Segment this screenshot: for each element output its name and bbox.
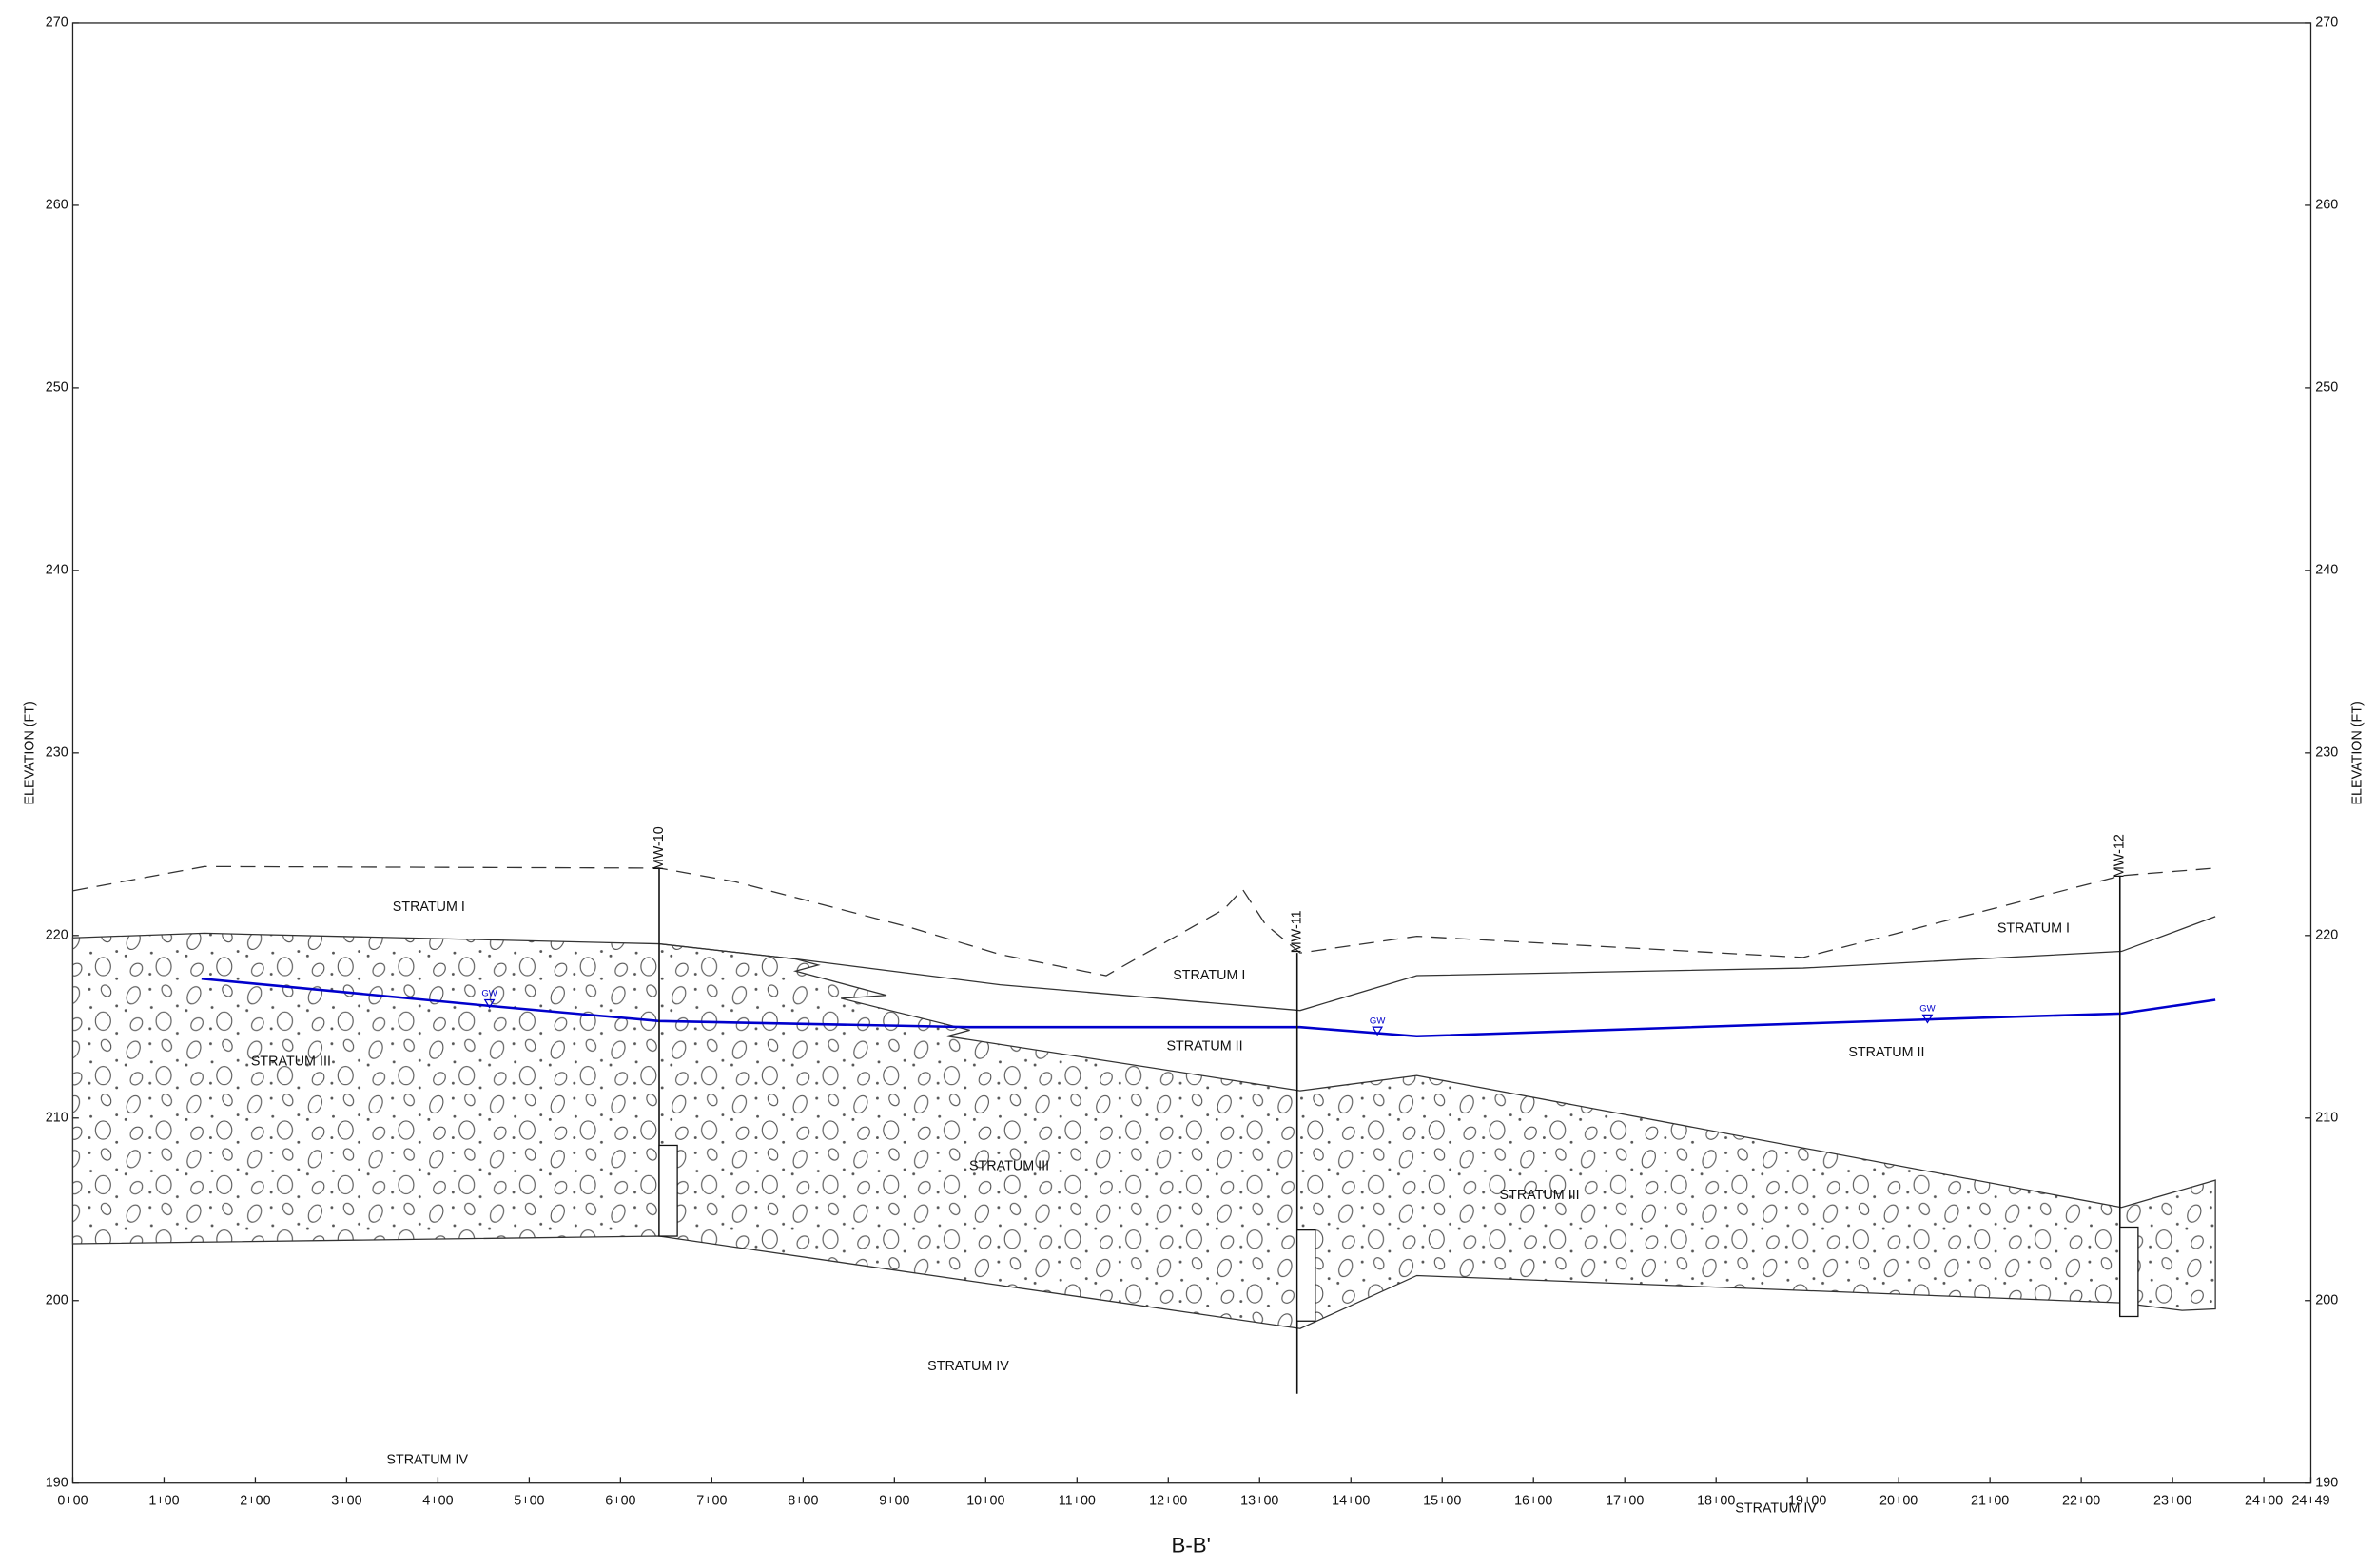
x-tick-label: 7+00: [696, 1494, 727, 1509]
well-screen: [1297, 1230, 1315, 1322]
x-tick-label: 17+00: [1606, 1494, 1644, 1509]
y-tick-label: 240: [46, 563, 68, 578]
gw-label: GW: [1370, 1016, 1385, 1026]
y-tick-label: 210: [46, 1111, 68, 1126]
gw-label: GW: [1919, 1004, 1935, 1015]
stratum-i-bottom: [659, 917, 2215, 1011]
x-tick-label: 23+00: [2153, 1494, 2191, 1509]
well-label: MW-10: [652, 826, 667, 870]
stratum-label: STRATUM III: [1500, 1188, 1580, 1203]
y-tick-label: 220: [2315, 928, 2338, 943]
stratum-label: STRATUM III: [251, 1055, 331, 1070]
y-tick-label: 230: [46, 745, 68, 761]
stratum-label: STRATUM IV: [927, 1359, 1009, 1374]
well-screen: [2120, 1227, 2138, 1316]
x-tick-label: 2+00: [240, 1494, 270, 1509]
stratum-label: STRATUM IV: [1735, 1501, 1817, 1517]
x-tick-label: 4+00: [422, 1494, 453, 1509]
axis-title: ELEVATION (FT): [23, 701, 38, 804]
y-tick-label: 270: [46, 15, 68, 30]
x-tick-label: 11+00: [1059, 1494, 1096, 1509]
y-tick-label: 260: [46, 198, 68, 213]
stratum-label: STRATUM II: [1848, 1045, 1924, 1060]
x-tick-label: 18+00: [1697, 1494, 1735, 1509]
x-tick-label: 10+00: [966, 1494, 1004, 1509]
axis-title: ELEVATION (FT): [2350, 701, 2366, 804]
x-tick-label: 22+00: [2062, 1494, 2100, 1509]
section-title: B-B': [1171, 1534, 1210, 1558]
y-tick-label: 190: [2315, 1476, 2338, 1491]
stratum-label: STRATUM IV: [386, 1453, 468, 1468]
y-tick-label: 190: [46, 1476, 68, 1491]
y-tick-label: 200: [2315, 1293, 2338, 1308]
x-tick-label: 13+00: [1240, 1494, 1278, 1509]
y-tick-label: 250: [2315, 380, 2338, 396]
stratum-label: STRATUM I: [1173, 968, 1245, 983]
x-tick-label: 21+00: [1971, 1494, 2009, 1509]
page: {"title": "B-B'", "elevation_titles": ["…: [0, 0, 2376, 1568]
x-tick-label: 20+00: [1879, 1494, 1918, 1509]
x-tick-label: 3+00: [331, 1494, 361, 1509]
x-tick-label: 24+00: [2245, 1494, 2283, 1509]
stratum-label: STRATUM II: [1166, 1039, 1242, 1055]
stratum-iii-gravel: [72, 933, 2215, 1328]
y-tick-label: 270: [2315, 15, 2338, 30]
x-tick-label: 9+00: [879, 1494, 909, 1509]
y-tick-label: 230: [2315, 745, 2338, 761]
x-tick-label: 1+00: [148, 1494, 179, 1509]
x-tick-label: 16+00: [1514, 1494, 1552, 1509]
x-tick-label: 15+00: [1423, 1494, 1461, 1509]
cross-section: B-B' ELEVATION (FT) ELEVATION (FT) 270 27…: [0, 0, 2376, 1568]
y-tick-label: 240: [2315, 563, 2338, 578]
x-tick-label: 8+00: [788, 1494, 818, 1509]
stratum-label: STRATUM I: [393, 900, 465, 915]
y-tick-label: 210: [2315, 1111, 2338, 1126]
y-tick-label: 200: [46, 1293, 68, 1308]
x-tick-label: 12+00: [1149, 1494, 1187, 1509]
well-label: MW-12: [2113, 834, 2128, 878]
y-tick-label: 220: [46, 928, 68, 943]
x-tick-label: 0+00: [57, 1494, 88, 1509]
x-tick-label: 24+49: [2291, 1494, 2329, 1509]
y-tick-label: 250: [46, 380, 68, 396]
well-label: MW-11: [1289, 910, 1304, 953]
stratum-label: STRATUM III: [969, 1159, 1049, 1174]
stratum-label: STRATUM I: [1997, 920, 2070, 936]
x-tick-label: 5+00: [514, 1494, 544, 1509]
x-tick-label: 14+00: [1332, 1494, 1370, 1509]
y-tick-label: 260: [2315, 198, 2338, 213]
x-tick-label: 6+00: [605, 1494, 635, 1509]
gw-label: GW: [481, 989, 497, 999]
well-screen: [659, 1145, 677, 1236]
